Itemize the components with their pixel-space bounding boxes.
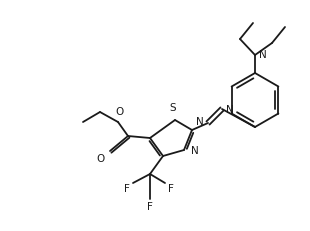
Text: O: O [116,107,124,117]
Text: F: F [124,184,130,194]
Text: N: N [259,50,267,60]
Text: N: N [226,105,234,115]
Text: F: F [147,202,153,212]
Text: N: N [191,146,199,156]
Text: N: N [196,117,204,127]
Text: S: S [170,103,176,113]
Text: O: O [97,154,105,164]
Text: F: F [168,184,174,194]
